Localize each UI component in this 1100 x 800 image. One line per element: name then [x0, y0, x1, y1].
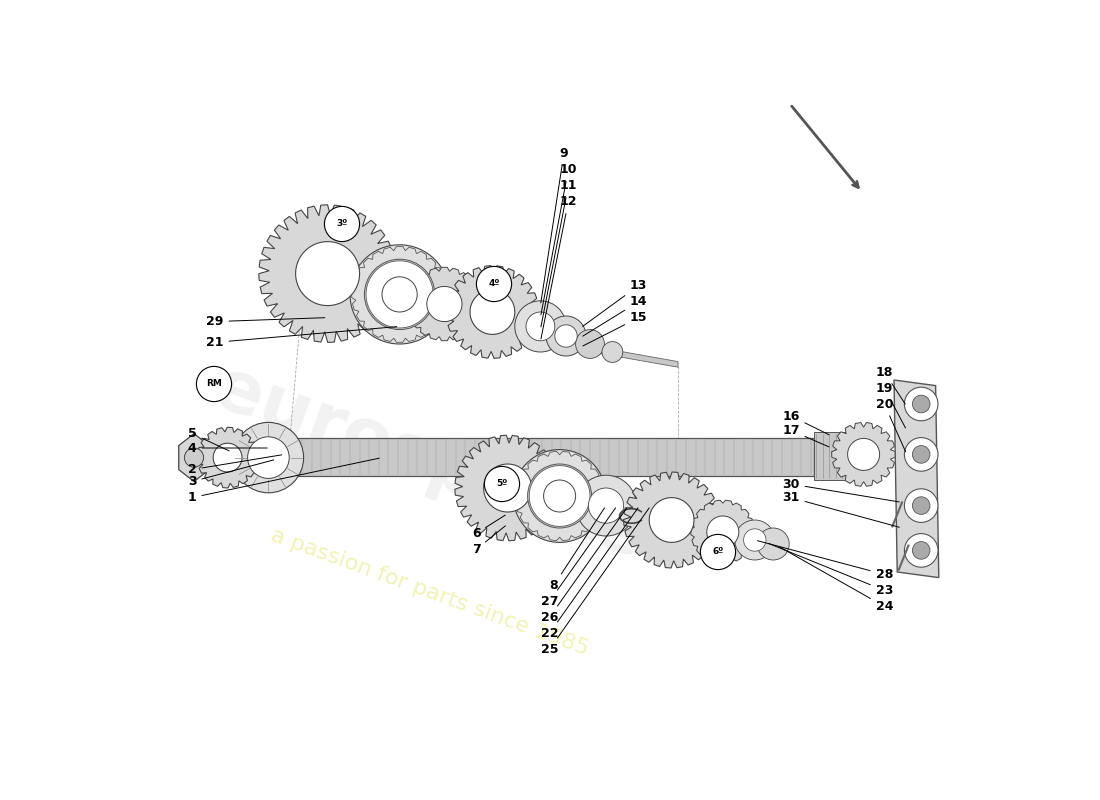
- Circle shape: [912, 446, 930, 463]
- Polygon shape: [197, 427, 258, 488]
- Circle shape: [526, 312, 554, 341]
- Polygon shape: [894, 380, 938, 578]
- Circle shape: [744, 529, 766, 551]
- Text: 27: 27: [540, 508, 616, 608]
- Text: 2: 2: [188, 455, 282, 476]
- Polygon shape: [427, 286, 462, 322]
- Polygon shape: [352, 246, 448, 342]
- Text: 4: 4: [188, 442, 267, 454]
- Circle shape: [543, 480, 575, 512]
- Text: a passion for parts since 1985: a passion for parts since 1985: [268, 525, 592, 659]
- Text: 17: 17: [782, 424, 829, 447]
- Text: 29: 29: [206, 315, 324, 328]
- Text: 25: 25: [540, 508, 649, 656]
- Circle shape: [324, 206, 360, 242]
- Polygon shape: [624, 472, 719, 568]
- Text: 1: 1: [188, 458, 380, 504]
- Circle shape: [575, 475, 637, 536]
- Polygon shape: [179, 434, 209, 482]
- Text: 21: 21: [206, 326, 397, 349]
- Circle shape: [904, 489, 938, 522]
- Polygon shape: [408, 267, 481, 341]
- Polygon shape: [213, 443, 242, 472]
- Text: 14: 14: [583, 295, 648, 336]
- Text: 3: 3: [188, 460, 274, 488]
- Text: 30: 30: [782, 478, 900, 502]
- Text: 31: 31: [782, 491, 900, 527]
- Text: 6: 6: [472, 515, 505, 540]
- Polygon shape: [258, 205, 396, 342]
- Circle shape: [514, 450, 606, 542]
- Text: 26: 26: [540, 508, 627, 624]
- Circle shape: [515, 301, 566, 352]
- Circle shape: [233, 422, 304, 493]
- Circle shape: [904, 534, 938, 567]
- Text: 13: 13: [583, 279, 648, 326]
- Circle shape: [382, 277, 417, 312]
- Text: RM: RM: [206, 379, 222, 389]
- Text: 4º: 4º: [488, 279, 499, 289]
- Circle shape: [546, 316, 586, 356]
- Text: 22: 22: [540, 508, 638, 640]
- Polygon shape: [296, 242, 360, 306]
- Circle shape: [197, 366, 232, 402]
- Text: 8: 8: [549, 508, 605, 592]
- Text: 16: 16: [782, 410, 829, 434]
- Text: 28: 28: [758, 541, 893, 581]
- Text: 18: 18: [876, 366, 905, 404]
- Polygon shape: [814, 432, 850, 480]
- Circle shape: [912, 395, 930, 413]
- Circle shape: [248, 437, 289, 478]
- Circle shape: [701, 534, 736, 570]
- Text: 10: 10: [541, 163, 578, 315]
- Circle shape: [757, 528, 789, 560]
- Circle shape: [484, 466, 519, 502]
- Polygon shape: [649, 498, 694, 542]
- Polygon shape: [300, 294, 678, 367]
- Polygon shape: [515, 451, 604, 541]
- Polygon shape: [484, 464, 531, 512]
- Circle shape: [735, 520, 774, 560]
- Circle shape: [912, 497, 930, 514]
- Text: 12: 12: [541, 195, 578, 339]
- Circle shape: [904, 387, 938, 421]
- Text: 24: 24: [780, 547, 893, 613]
- Polygon shape: [848, 438, 880, 470]
- Text: 6º: 6º: [713, 547, 724, 557]
- Circle shape: [912, 542, 930, 559]
- Circle shape: [185, 448, 204, 467]
- Text: 11: 11: [541, 179, 578, 327]
- Circle shape: [476, 266, 512, 302]
- Circle shape: [554, 325, 578, 347]
- Polygon shape: [470, 290, 515, 334]
- Circle shape: [602, 342, 623, 362]
- Text: 7: 7: [472, 526, 505, 556]
- Text: eurospares: eurospares: [204, 354, 657, 574]
- Polygon shape: [366, 261, 433, 328]
- Polygon shape: [832, 422, 895, 486]
- Text: 20: 20: [876, 398, 905, 452]
- Circle shape: [575, 330, 604, 358]
- Text: 23: 23: [769, 543, 893, 597]
- Polygon shape: [254, 438, 814, 476]
- Text: 5º: 5º: [496, 479, 507, 489]
- Text: 15: 15: [583, 311, 648, 346]
- Polygon shape: [454, 435, 560, 541]
- Circle shape: [904, 438, 938, 471]
- Text: 9: 9: [541, 147, 569, 303]
- Text: 3º: 3º: [337, 219, 348, 229]
- Circle shape: [528, 464, 592, 528]
- Polygon shape: [691, 500, 755, 564]
- Circle shape: [364, 259, 434, 330]
- Polygon shape: [446, 266, 539, 358]
- Polygon shape: [707, 516, 739, 548]
- Text: 19: 19: [876, 382, 905, 428]
- Circle shape: [350, 245, 449, 344]
- Text: 5: 5: [188, 427, 229, 451]
- Circle shape: [588, 488, 624, 523]
- Polygon shape: [529, 466, 590, 526]
- Polygon shape: [279, 236, 317, 304]
